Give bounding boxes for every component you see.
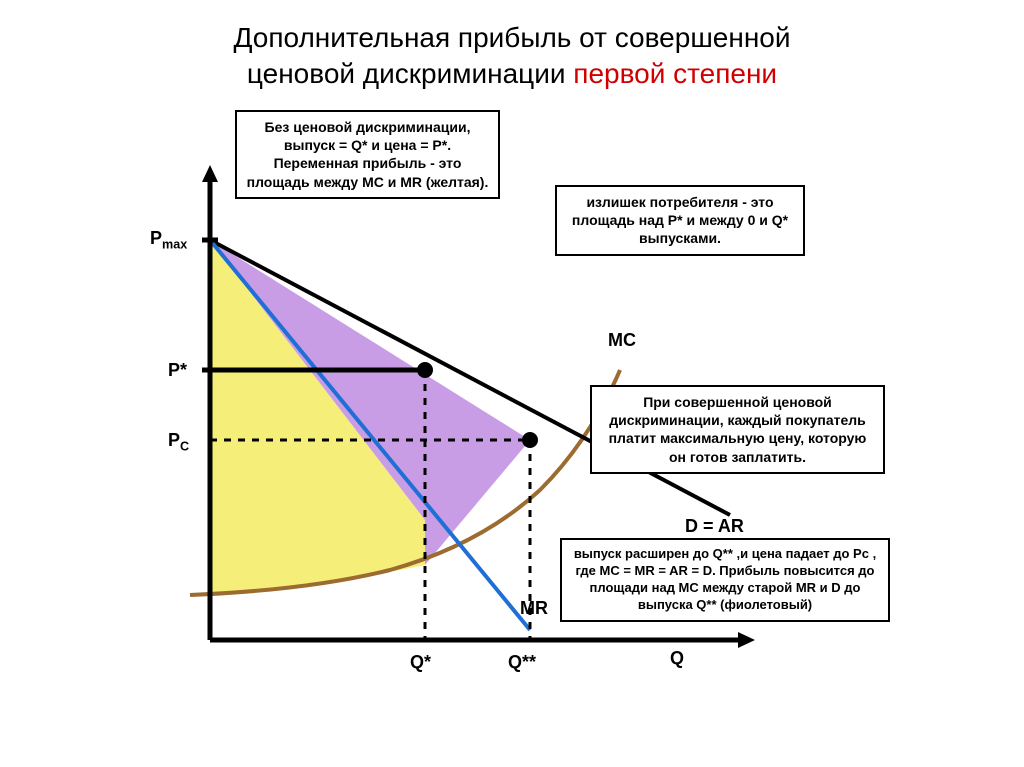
box-surplus: излишек потребителя - это площадь над P*… bbox=[555, 185, 805, 256]
x-axis-arrow bbox=[738, 632, 755, 648]
pmax-label: Pmax bbox=[150, 228, 187, 252]
intersection-1 bbox=[417, 362, 433, 378]
title-line1: Дополнительная прибыль от совершенной bbox=[233, 22, 790, 53]
y-axis-arrow bbox=[202, 165, 218, 182]
box-perfect: При совершенной ценовой дискриминации, к… bbox=[590, 385, 885, 474]
chart-area: Pmax P* PC Q* Q** Q MC MR D = AR Без цен… bbox=[130, 120, 890, 720]
pc-label: PC bbox=[168, 430, 189, 454]
title-line2-black: ценовой дискриминации bbox=[247, 58, 573, 89]
q-label: Q bbox=[670, 648, 684, 669]
pstar-label: P* bbox=[168, 360, 187, 381]
title-line2-red: первой степени bbox=[573, 58, 777, 89]
box-bottom: выпуск расширен до Q** ,и цена падает до… bbox=[560, 538, 890, 622]
dar-label: D = AR bbox=[685, 516, 744, 537]
qstar2-label: Q** bbox=[508, 652, 536, 673]
mc-label: MC bbox=[608, 330, 636, 351]
intersection-2 bbox=[522, 432, 538, 448]
page-title: Дополнительная прибыль от совершенной це… bbox=[0, 0, 1024, 93]
box-top: Без ценовой дискриминации, выпуск = Q* и… bbox=[235, 110, 500, 199]
qstar-label: Q* bbox=[410, 652, 431, 673]
mr-label: MR bbox=[520, 598, 548, 619]
